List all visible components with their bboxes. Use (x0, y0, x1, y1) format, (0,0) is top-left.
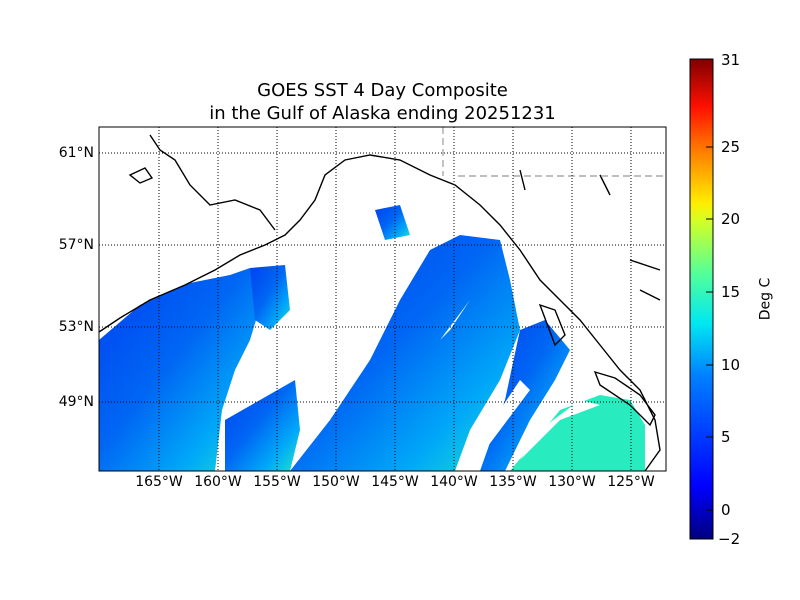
cloud-mask (350, 270, 600, 470)
colorbar-tick-label: 15 (721, 283, 741, 301)
colorbar-tick-label: 31 (721, 51, 741, 69)
coastline (99, 134, 661, 471)
lon-label: 150°W (312, 474, 360, 490)
lat-label: 53°N (58, 319, 94, 335)
colorbar-tick-label: 5 (721, 428, 731, 446)
map-title-line2: in the Gulf of Alaska ending 20251231 (209, 103, 556, 124)
lat-label: 49°N (58, 394, 94, 410)
lon-label: 165°W (135, 474, 183, 490)
map-title-line1: GOES SST 4 Day Composite (257, 80, 508, 101)
lon-label: 125°W (607, 474, 655, 490)
colorbar-tick-label: 20 (721, 210, 741, 228)
colorbar-ticks (706, 146, 713, 511)
lat-label: 57°N (58, 237, 94, 253)
colorbar-tick-label: 0 (721, 501, 731, 519)
lon-label: 145°W (371, 474, 419, 490)
graticule (99, 127, 666, 471)
colorbar-tick-label: 25 (721, 138, 741, 156)
colorbar (689, 58, 714, 540)
border-line (442, 127, 666, 177)
lon-label: 130°W (548, 474, 596, 490)
colorbar-tick-label: 10 (721, 356, 741, 374)
lon-label: 155°W (253, 474, 301, 490)
lon-label: 160°W (194, 474, 242, 490)
lon-label: 140°W (430, 474, 478, 490)
lon-label: 135°W (489, 474, 537, 490)
colorbar-tick-label: −2 (718, 530, 741, 548)
map-frame (98, 126, 667, 472)
colorbar-label: Deg C (757, 277, 774, 321)
lat-label: 61°N (58, 145, 94, 161)
